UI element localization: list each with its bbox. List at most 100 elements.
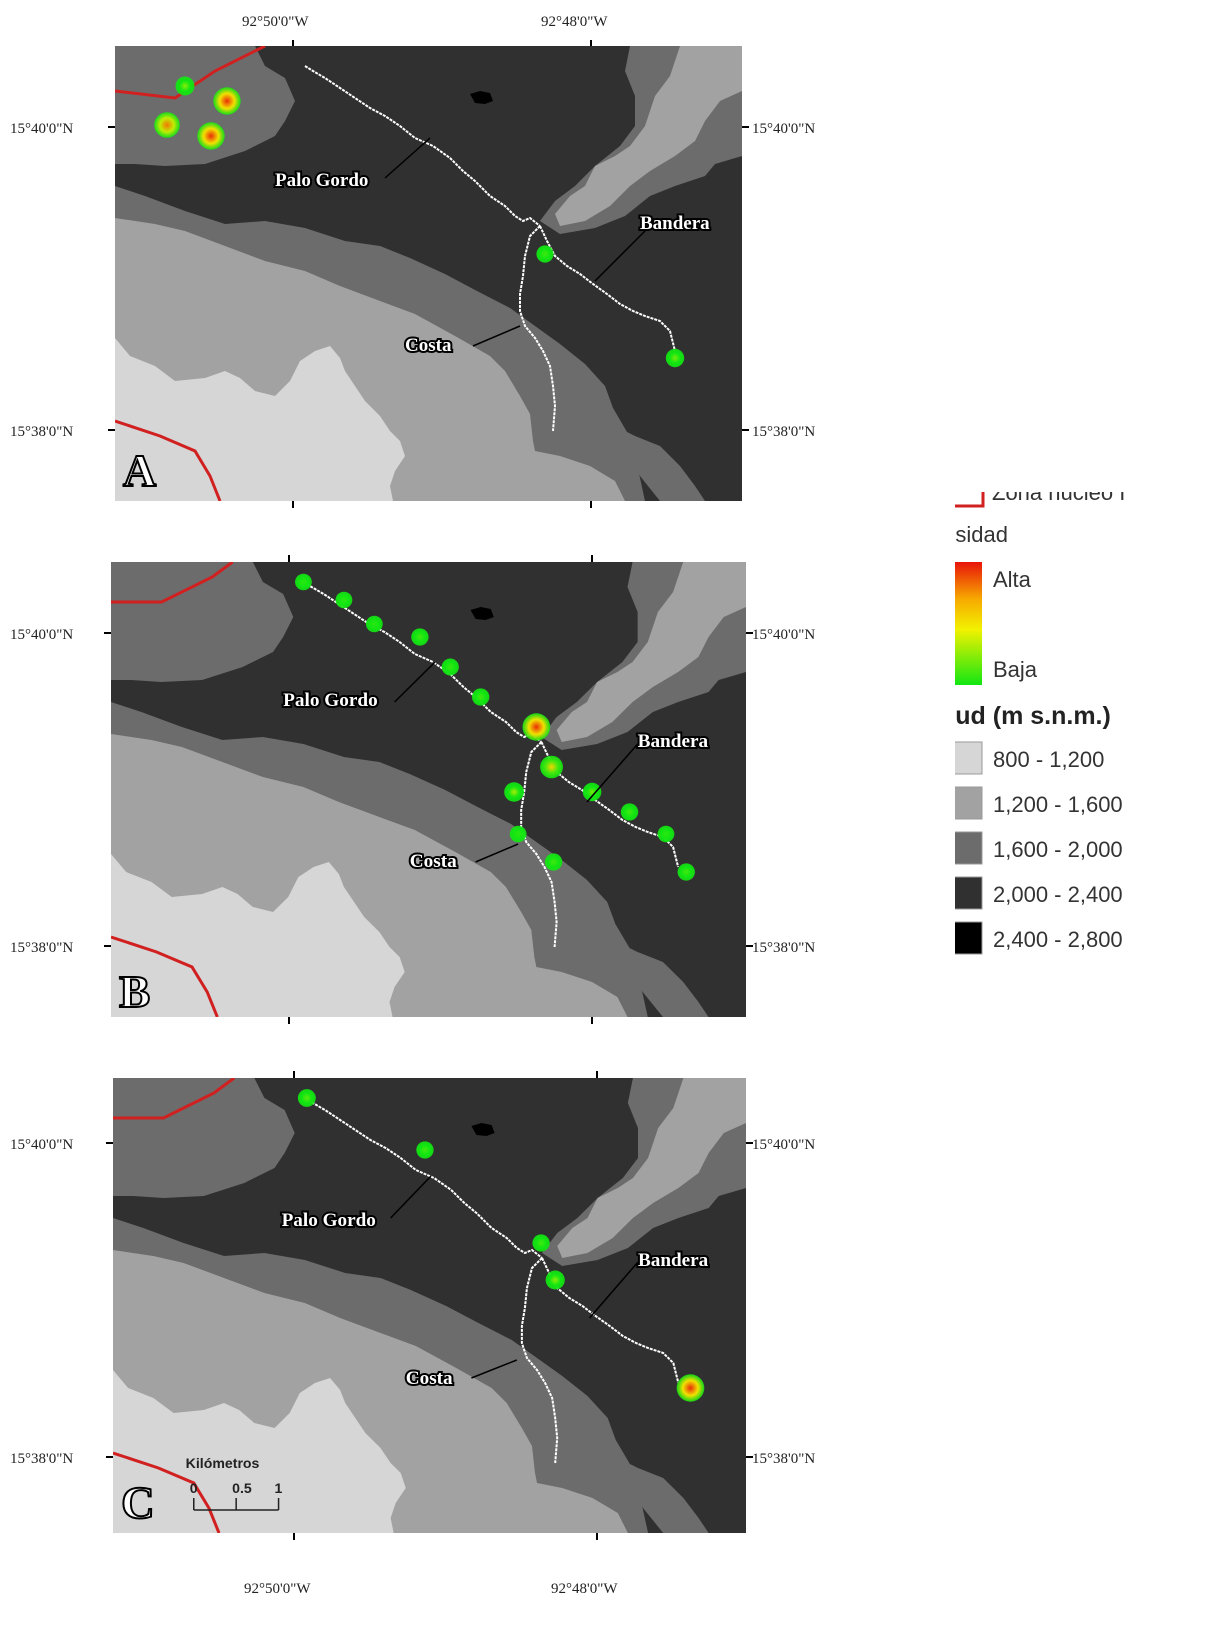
top-lon-right-label: 92°48'0"W [541,14,608,30]
terrain-layer: Palo Gordo Bandera Costa A [115,46,742,501]
terrain-1600-2000-se [615,426,705,501]
map-a-svg: 92°50'0"W 92°48'0"W 15°40'0"N 15°38'0"N … [10,14,815,508]
density-hotspot [620,803,639,821]
density-hotspot [677,863,695,881]
label-bandera-leader [594,225,651,282]
scale-bar-title: Kilómetros [186,1455,260,1471]
label-bandera-leader [586,743,639,803]
density-hotspot [536,245,554,263]
label-costa: Costa [410,851,457,872]
ticks-b [104,555,753,1024]
label-palo-gordo: Palo Gordo [283,690,378,711]
scale-bar: Kilómetros 0 0.5 1 [186,1455,283,1511]
route-palo-gordo [304,1097,543,1259]
altitude-class-label: 2,000 - 2,400 [993,882,1123,907]
bottom-lon-right-label: 92°48'0"W [551,1581,618,1597]
scale-bar-tick-label: 0 [190,1480,198,1496]
terrain-1200-1600-ne [557,1078,746,1258]
label-costa-leader [472,325,521,347]
bottom-lon-left-label: 92°50'0"W [244,1581,311,1597]
density-hotspot [582,782,602,802]
terrain-800-1200 [113,1370,406,1533]
label-costa-leader [471,1359,518,1379]
route-costa [520,741,558,948]
zona-nucleo-boundary-sw [113,1451,221,1533]
map-legend: Zona núcleo I Densidad Alta Baja Alitud … [913,472,1210,1012]
right-lat-upper-label: 15°40'0"N [752,121,815,137]
density-hotspot [665,348,685,368]
panel-letter: B [119,967,150,1018]
map-c-frame: Palo Gordo Bandera Costa C Kilómetros 0 0.5 1 [113,1078,746,1533]
terrain-1600-2000-nw [115,46,295,166]
terrain-1600-2000-nw [113,1078,295,1198]
altitude-class-label: 1,600 - 2,000 [993,837,1123,862]
altitude-class-label: 800 - 1,200 [993,747,1104,772]
altitude-swatch [914,786,983,820]
right-lat-upper-label: 15°40'0"N [752,627,815,643]
right-lat-lower-label: 15°38'0"N [752,424,815,440]
right-lat-lower-label: 15°38'0"N [752,940,815,956]
route-costa [520,1257,559,1464]
altitude-swatch [914,741,983,775]
terrain-800-1200 [115,338,405,501]
left-lat-upper-label: 15°40'0"N [10,121,73,137]
terrain-1200-1600-ne [555,46,742,226]
top-lon-left-label: 92°50'0"W [242,14,309,30]
map-c-svg: 15°40'0"N 15°38'0"N 15°40'0"N 15°38'0"N … [10,1071,815,1597]
density-hotspot [471,688,490,706]
altitude-classes: 800 - 1,200 1,200 - 1,600 1,600 - 2,000 2,0… [914,741,1123,955]
density-hotspot [545,1270,565,1290]
terrain-800-1200 [111,854,405,1017]
label-costa: Costa [406,1368,453,1389]
density-hotspot [365,615,383,633]
terrain-1200-1600-ne [556,562,746,742]
terrain-1600-2000-se [617,1458,709,1533]
label-palo-gordo-leader [390,1175,432,1219]
density-hotspot [676,1374,705,1402]
density-hotspot [540,755,563,779]
altitude-title: Alitud (m s.n.m.) [955,702,1111,730]
map-panel-b: 15°40'0"N 15°38'0"N 15°40'0"N 15°38'0"N … [0,530,900,1075]
map-b-svg: 15°40'0"N 15°38'0"N 15°40'0"N 15°38'0"N … [10,555,815,1024]
density-ramp [915,562,982,685]
zona-nucleo-boundary-sw [111,935,219,1017]
altitude-class-label: 2,400 - 2,800 [993,927,1123,952]
scale-bar-tick-label: 1 [275,1480,283,1496]
density-hotspot [509,825,527,843]
route-costa [519,225,557,432]
zona-nucleo-boundary-nw [115,46,266,100]
terrain-2400-2800 [471,1123,495,1136]
ticks-c [106,1071,753,1540]
density-low-label: Baja [993,657,1038,682]
right-lat-upper-label: 15°40'0"N [752,1137,815,1153]
panel-letter: C [121,1477,155,1528]
density-hotspot [544,853,563,871]
density-hotspot [295,573,312,591]
terrain-1600-2000-se [617,942,709,1017]
legend-svg: Zona núcleo I Densidad Alta Baja Alitud … [913,472,1125,955]
density-hotspot [416,1141,434,1159]
ticks-a [108,40,749,508]
label-palo-gordo: Palo Gordo [275,170,368,191]
density-hotspot [297,1089,316,1107]
map-b-frame: Palo Gordo Bandera Costa B [111,562,746,1018]
density-hotspot [411,628,429,646]
map-panel-c: 15°40'0"N 15°38'0"N 15°40'0"N 15°38'0"N … [0,1065,900,1610]
density-high-label: Alta [993,567,1032,592]
label-palo-gordo-leader [394,661,436,703]
label-bandera-leader [588,1261,639,1319]
terrain-layer: Palo Gordo Bandera Costa C Kilómetros 0 0.5 1 [113,1078,746,1533]
map-panel-a: 92°50'0"W 92°48'0"W 15°40'0"N 15°38'0"N … [0,0,900,545]
label-costa: Costa [405,335,452,356]
density-hotspot [335,591,353,609]
altitude-class-label: 1,200 - 1,600 [993,792,1123,817]
panel-letter: A [123,445,156,496]
label-bandera: Bandera [638,731,709,752]
map-a-frame: Palo Gordo Bandera Costa A [115,46,742,501]
label-costa-leader [475,843,519,863]
label-palo-gordo: Palo Gordo [282,1210,376,1231]
scale-bar-tick-label: 0.5 [232,1480,252,1496]
density-hotspot [175,76,195,96]
left-lat-upper-label: 15°40'0"N [10,1137,73,1153]
route-palo-gordo [304,65,541,227]
